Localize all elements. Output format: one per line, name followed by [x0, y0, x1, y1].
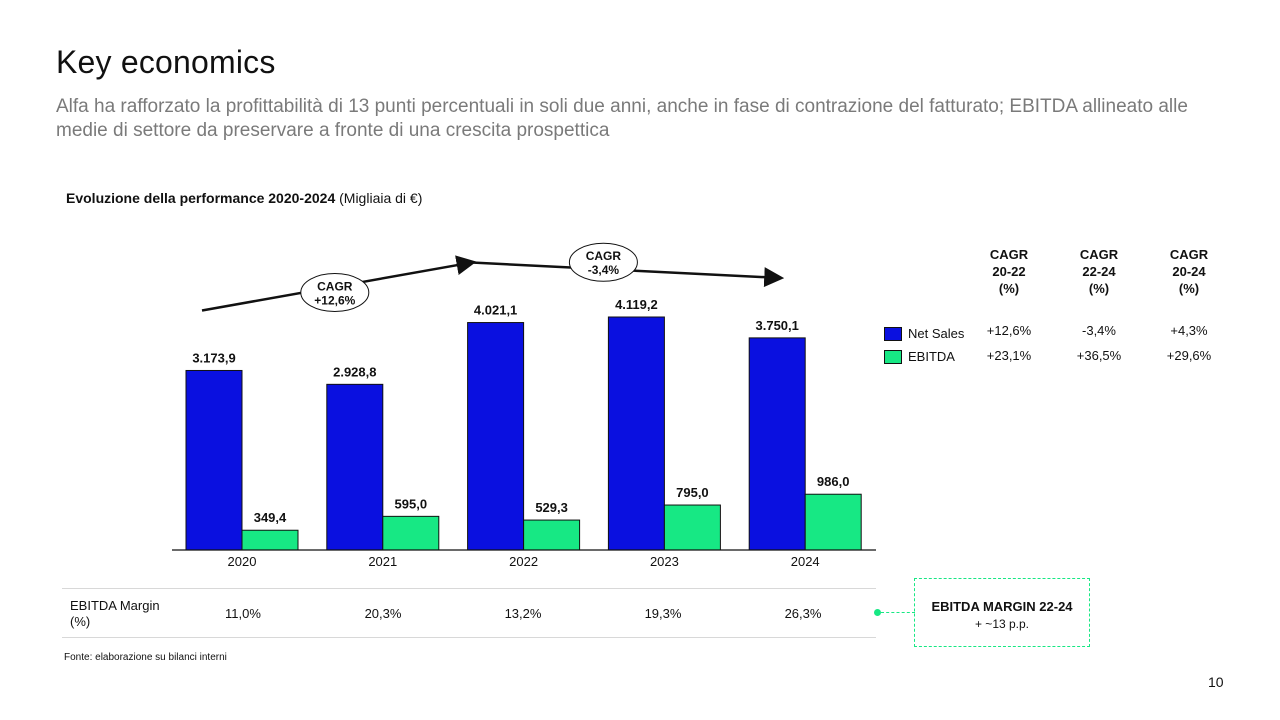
bar-ebitda-2020	[241, 529, 299, 551]
cagr-ebitda-20-22: +23,1%	[986, 348, 1032, 363]
cagr-ebitda-22-24: +36,5%	[1076, 348, 1122, 363]
bar-ebitda-2022	[523, 519, 581, 551]
source-note: Fonte: elaborazione su bilanci interni	[64, 652, 227, 663]
cagr-header-text: CAGR 20-24 (%)	[1169, 247, 1209, 296]
x-tick-label-2021: 2021	[368, 554, 397, 569]
data-label-net-sales-2020: 3.173,9	[192, 350, 235, 365]
data-label-net-sales-2024: 3.750,1	[756, 318, 799, 333]
cagr-bubble-1	[300, 273, 370, 313]
legend-label-net-sales: Net Sales	[908, 326, 965, 341]
cagr-bubble-value-2: -3,4%	[588, 263, 620, 277]
data-label-ebitda-2021: 595,0	[395, 496, 428, 511]
page-title: Key economics	[56, 44, 276, 80]
ebitda-margin-2020: 11,0%	[225, 606, 261, 621]
legend-swatch-ebitda	[884, 349, 902, 364]
chart-legend: Net Sales EBITDA	[884, 322, 964, 368]
legend-swatch-net-sales	[884, 326, 902, 341]
bar-net-sales-2020	[185, 369, 243, 551]
cagr-bubble-label-2: CAGR	[586, 249, 622, 263]
legend-item-ebitda: EBITDA	[884, 345, 964, 368]
x-tick-label-2023: 2023	[650, 554, 679, 569]
data-label-net-sales-2023: 4.119,2	[615, 297, 658, 312]
ebitda-margin-row: EBITDA Margin (%) 11,0% 20,3% 13,2% 19,3…	[62, 588, 876, 638]
bar-net-sales-2021	[326, 383, 384, 551]
cagr-header-20-24: CAGR 20-24 (%)	[1144, 246, 1234, 297]
ebitda-margin-2021: 20,3%	[364, 606, 402, 621]
bar-ebitda-2021	[382, 515, 440, 551]
connector-line	[881, 612, 915, 613]
data-label-net-sales-2021: 2.928,8	[333, 364, 376, 379]
ebitda-margin-2024: 26,3%	[784, 606, 822, 621]
callout-title: EBITDA MARGIN 22-24	[931, 599, 1073, 614]
legend-item-net-sales: Net Sales	[884, 322, 964, 345]
ebitda-margin-callout: EBITDA MARGIN 22-24 + ~13 p.p.	[914, 578, 1090, 647]
data-label-net-sales-2022: 4.021,1	[474, 303, 517, 318]
x-tick-label-2020: 2020	[228, 554, 257, 569]
bar-net-sales-2024	[748, 337, 806, 551]
bar-ebitda-2024	[804, 493, 862, 551]
cagr-ebitda-20-24: +29,6%	[1166, 348, 1212, 363]
ebitda-margin-2022: 13,2%	[504, 606, 542, 621]
cagr-net-sales-22-24: -3,4%	[1082, 323, 1116, 338]
cagr-bubble-label-1: CAGR	[317, 280, 353, 294]
bar-net-sales-2022	[467, 322, 525, 551]
connector-dot	[874, 609, 881, 616]
ebitda-margin-label: EBITDA Margin (%)	[70, 598, 160, 629]
chart-heading: Evoluzione della performance 2020-2024 (…	[66, 190, 422, 206]
page-number: 10	[1208, 674, 1224, 690]
cagr-header-text: CAGR 20-22 (%)	[989, 247, 1029, 296]
chart-heading-unit: (Migliaia di €)	[335, 190, 423, 206]
cagr-bubble-value-1: +12,6%	[314, 294, 355, 308]
page-subtitle: Alfa ha rafforzato la profittabilità di …	[56, 96, 1188, 141]
cagr-header-text: CAGR 22-24 (%)	[1079, 247, 1119, 296]
data-label-ebitda-2023: 795,0	[676, 485, 709, 500]
bar-net-sales-2023	[607, 316, 665, 551]
ebitda-margin-2023: 19,3%	[644, 606, 682, 621]
cagr-net-sales-20-22: +12,6%	[986, 323, 1032, 338]
x-tick-label-2022: 2022	[509, 554, 538, 569]
chart-heading-bold: Evoluzione della performance 2020-2024	[66, 190, 336, 206]
data-label-ebitda-2020: 349,4	[254, 510, 287, 525]
legend-label-ebitda: EBITDA	[908, 349, 955, 364]
cagr-header-20-22: CAGR 20-22 (%)	[964, 246, 1054, 297]
cagr-bubble-2	[568, 242, 638, 282]
data-label-ebitda-2024: 986,0	[817, 474, 850, 489]
x-tick-label-2024: 2024	[791, 554, 820, 569]
cagr-header-22-24: CAGR 22-24 (%)	[1054, 246, 1144, 297]
data-label-ebitda-2022: 529,3	[535, 500, 568, 515]
callout-subtitle: + ~13 p.p.	[974, 617, 1030, 631]
bar-ebitda-2023	[663, 504, 721, 551]
cagr-net-sales-20-24: +4,3%	[1170, 323, 1208, 338]
